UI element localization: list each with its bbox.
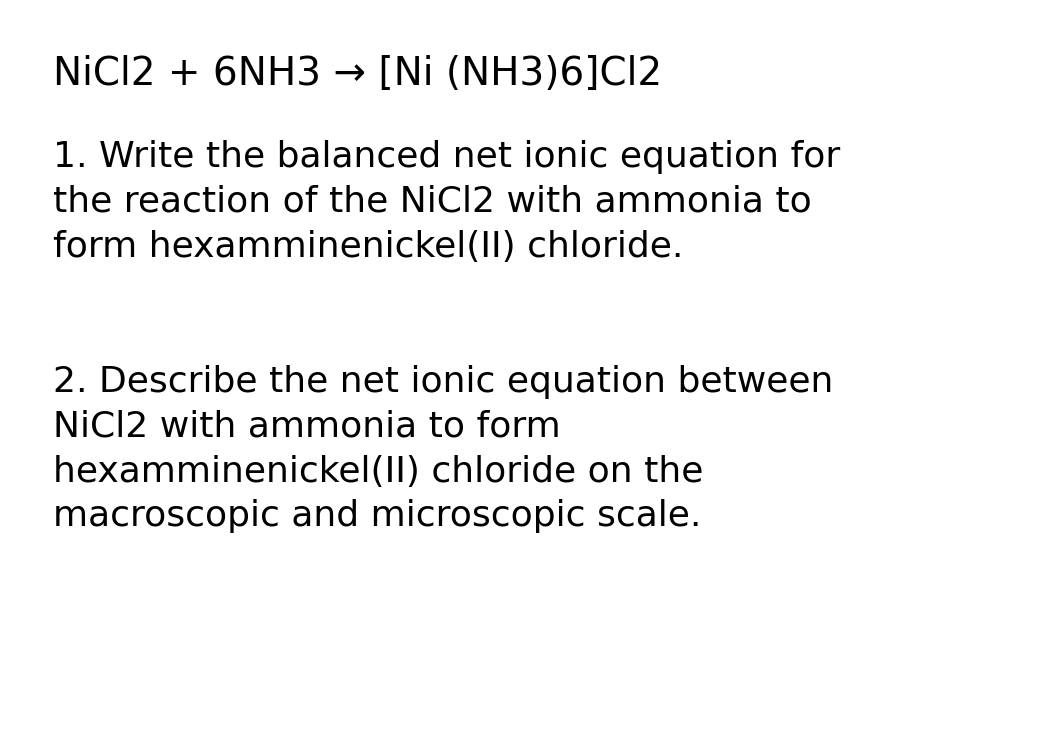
Text: 2. Describe the net ionic equation between
NiCl2 with ammonia to form
hexamminen: 2. Describe the net ionic equation betwe… bbox=[53, 365, 833, 533]
Text: 1. Write the balanced net ionic equation for
the reaction of the NiCl2 with ammo: 1. Write the balanced net ionic equation… bbox=[53, 140, 841, 263]
Text: NiCl2 + 6NH3 → [Ni (NH3)6]Cl2: NiCl2 + 6NH3 → [Ni (NH3)6]Cl2 bbox=[53, 55, 662, 93]
